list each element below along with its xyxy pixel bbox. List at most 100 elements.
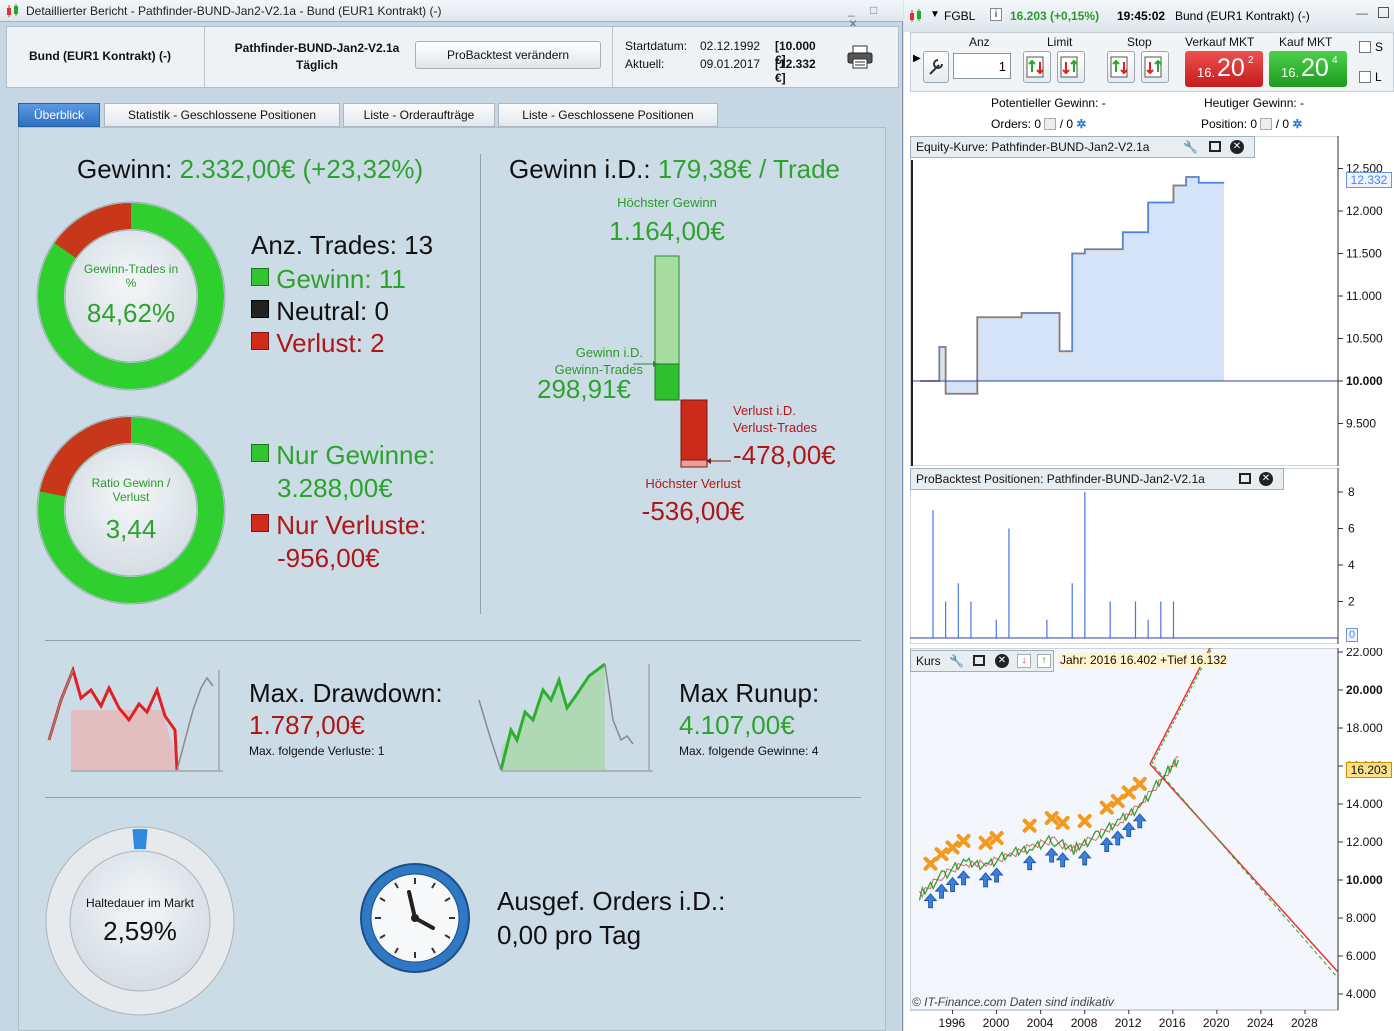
window-icon[interactable] [1209, 141, 1221, 152]
highest-gain-value: 1.164,00€ [609, 216, 725, 246]
stop-buy-button[interactable] [1107, 51, 1135, 83]
price-info: Jahr: 2016 16.402 +Tief 16.132 [1060, 653, 1227, 667]
buy-arrow-marker [1110, 830, 1125, 846]
gain-loss-bars [633, 255, 731, 468]
equity-tick-label: 12.000 [1346, 204, 1383, 218]
buy-price-big: 20 [1301, 54, 1329, 82]
donut1-value: 84,62% [86, 298, 176, 328]
price-tick-label: 10.000 [1346, 873, 1383, 887]
avg-loss-value: -478,00€ [733, 440, 836, 470]
limit-buy-button[interactable] [1023, 51, 1051, 83]
exit-cross-marker [1022, 818, 1037, 833]
window-icon[interactable] [1239, 473, 1251, 484]
buy-arrow-marker [989, 867, 1004, 883]
system-cell: Pathfinder-BUND-Jan2-V2.1a Täglich [205, 27, 613, 87]
tab-closed-positions[interactable]: Liste - Geschlossene Positionen [498, 103, 718, 127]
sell-market-button[interactable]: 16. 20 2 [1185, 51, 1263, 87]
trades-count: Anz. Trades: 13 [251, 230, 434, 260]
expand-arrow-icon[interactable]: ▶ [913, 53, 921, 64]
exit-cross-marker [1077, 813, 1092, 828]
only-losses-value: -956,00€ [277, 543, 380, 573]
close-icon[interactable]: ✕ [1259, 472, 1273, 486]
start-date: 02.12.1992 [700, 39, 761, 53]
l-checkbox[interactable] [1359, 71, 1371, 83]
printer-icon[interactable] [847, 45, 873, 69]
limit-sell-button[interactable] [1057, 51, 1085, 83]
donut2-label-line2: Verlust [112, 490, 150, 504]
exit-cross-marker [1044, 811, 1059, 826]
symbol[interactable]: FGBL [944, 9, 976, 23]
close-icon[interactable]: ✕ [995, 654, 1009, 668]
avg-win-label-line2: Gewinn-Trades [554, 362, 643, 377]
separator-2 [45, 797, 861, 798]
gear-icon[interactable]: ✲ [1076, 117, 1087, 131]
position-icon[interactable] [1260, 118, 1273, 130]
stop-sell-button[interactable] [1141, 51, 1169, 83]
year-tick-label: 1996 [939, 1016, 966, 1030]
win-rate-donut [36, 201, 226, 391]
window-icon[interactable] [973, 655, 985, 666]
minimize-icon[interactable]: — [1356, 6, 1368, 20]
orders-status-text2: / 0 [1059, 117, 1074, 131]
equity-tick-label: 11.500 [1346, 247, 1382, 261]
year-tick-label: 2028 [1291, 1016, 1318, 1030]
quote-time: 19:45:02 [1117, 9, 1166, 23]
gear-icon[interactable]: ✲ [1292, 117, 1303, 131]
quantity-input[interactable] [953, 53, 1011, 79]
maximize-icon[interactable] [1378, 7, 1389, 18]
avg-win-bar [654, 363, 680, 401]
year-tick-label: 2020 [1203, 1016, 1230, 1030]
exit-cross-marker [1055, 815, 1070, 830]
wrench-icon[interactable]: 🔧 [949, 654, 964, 668]
highest-gain-bar [654, 255, 680, 365]
buy-market-button[interactable]: 16. 20 4 [1269, 51, 1347, 87]
info-icon[interactable]: i [990, 8, 1002, 21]
timeframe: Täglich [295, 58, 338, 72]
position-status-text: Position: 0 [1201, 117, 1258, 131]
trading-panel: ▼ FGBL i 16.203 (+0,15%) 19:45:02 Bund (… [904, 0, 1394, 1031]
price-tick-label: 14.000 [1346, 797, 1383, 811]
tab-statistics[interactable]: Statistik - Geschlossene Positionen [104, 103, 340, 127]
price-tick-label: 8.000 [1346, 911, 1376, 925]
buy-arrow-marker [1022, 855, 1037, 871]
report-title-bar: Detaillierter Bericht - Pathfinder-BUND-… [0, 0, 903, 31]
dropdown-icon[interactable]: ▼ [930, 9, 940, 20]
close-icon[interactable]: ✕ [1230, 140, 1244, 154]
report-header: Bund (EUR1 Kontrakt) (-) Pathfinder-BUND… [6, 26, 899, 88]
positions-tick-label: 8 [1348, 485, 1355, 499]
quote-bar: ▼ FGBL i 16.203 (+0,15%) 19:45:02 Bund (… [904, 0, 1394, 32]
tab-overview[interactable]: Überblick [18, 103, 100, 127]
equity-tick-label: 11.000 [1346, 289, 1382, 303]
buy-arrow-marker [945, 876, 960, 892]
holding-value: 2,59% [103, 916, 177, 946]
avg-loss-arrowhead [706, 458, 711, 464]
tab-order-list[interactable]: Liste - Orderaufträge [343, 103, 495, 127]
candlestick-icon [910, 9, 921, 22]
orders-icon[interactable] [1044, 118, 1057, 130]
buy-label: Kauf MKT [1279, 35, 1333, 49]
highest-gain-label: Höchster Gewinn [617, 195, 717, 210]
order-icon [1110, 56, 1128, 78]
green-legend-swatch [251, 444, 269, 462]
exit-cross-marker [934, 847, 949, 862]
gain-value: 2.332,00€ (+23,32%) [179, 154, 424, 184]
buy-arrow-marker [978, 872, 993, 888]
avg-heading: Gewinn i.D.: 179,38€ / Trade [509, 154, 840, 185]
modify-backtest-button[interactable]: ProBacktest verändern [415, 41, 601, 69]
window-controls[interactable]: _ □ ✕ [848, 3, 884, 31]
buy-arrow-marker [1077, 850, 1092, 866]
wrench-icon[interactable]: 🔧 [1183, 140, 1198, 154]
wrench-button[interactable] [923, 51, 949, 83]
year-tick-label: 2016 [1159, 1016, 1186, 1030]
instrument-cell: Bund (EUR1 Kontrakt) (-) [7, 27, 205, 87]
limit-label: Limit [1047, 35, 1073, 49]
exit-cross-marker [1121, 785, 1136, 800]
highest-loss-bar [680, 459, 708, 468]
buy-arrow-icon[interactable]: ↑ [1037, 654, 1051, 668]
sell-arrow-icon[interactable]: ↓ [1017, 654, 1031, 668]
avg-win-label-line1: Gewinn i.D. [575, 345, 643, 360]
s-checkbox[interactable] [1359, 41, 1371, 53]
exit-cross-marker [1110, 794, 1125, 808]
buy-price-small: 16. [1281, 65, 1300, 80]
current-date: 09.01.2017 [700, 57, 761, 71]
